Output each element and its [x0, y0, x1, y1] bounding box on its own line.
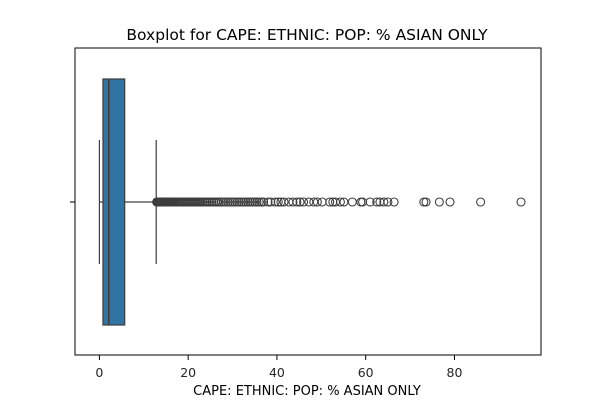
outlier-point	[259, 197, 269, 207]
iqr-box	[102, 78, 126, 326]
outlier-point	[516, 197, 526, 207]
x-axis-label: CAPE: ETHNIC: POP: % ASIAN ONLY	[193, 384, 421, 399]
outlier-point	[356, 197, 366, 207]
outlier-point	[239, 197, 249, 207]
outlier-point	[379, 197, 389, 207]
outlier-point	[241, 197, 251, 207]
outlier-point	[225, 197, 235, 207]
box-group	[98, 78, 157, 326]
outlier-group	[152, 197, 526, 207]
outlier-point	[228, 197, 238, 207]
outlier-point	[223, 197, 233, 207]
outlier-point	[476, 197, 486, 207]
x-tick-label: 80	[447, 365, 463, 380]
outlier-point	[421, 197, 431, 207]
outlier-point	[245, 197, 255, 207]
chart-title: Boxplot for CAPE: ETHNIC: POP: % ASIAN O…	[126, 26, 488, 44]
outlier-point	[347, 197, 357, 207]
outlier-point	[299, 197, 309, 207]
outlier-point	[372, 197, 382, 207]
outlier-point	[273, 197, 283, 207]
outlier-point	[445, 197, 455, 207]
outlier-point	[383, 197, 393, 207]
x-tick-label: 0	[95, 365, 103, 380]
outlier-point	[288, 197, 298, 207]
outlier-point	[252, 197, 262, 207]
outlier-point	[216, 197, 227, 207]
outlier-point	[214, 197, 224, 207]
x-axis-ticks: 0 20 40 60 80	[95, 355, 462, 380]
outlier-point	[292, 197, 302, 207]
x-tick-label: 20	[180, 365, 196, 380]
outlier-point	[335, 197, 345, 207]
outlier-point	[234, 197, 244, 207]
outlier-point	[263, 197, 273, 207]
x-tick-label: 40	[269, 365, 285, 380]
outlier-point	[295, 197, 305, 207]
outlier-point	[325, 197, 335, 207]
outlier-point	[243, 197, 253, 207]
outlier-point	[254, 197, 264, 207]
outlier-point	[236, 197, 246, 207]
outlier-point	[419, 197, 429, 207]
outlier-point	[219, 197, 229, 207]
outlier-point	[312, 197, 322, 207]
outlier-point	[230, 197, 240, 207]
outlier-point	[434, 197, 444, 207]
outlier-point	[247, 197, 258, 207]
outlier-point	[270, 197, 280, 207]
outlier-point	[256, 197, 266, 207]
outlier-point	[358, 197, 368, 207]
outlier-point	[389, 197, 399, 207]
x-tick-label: 60	[358, 365, 374, 380]
outlier-point	[221, 197, 231, 207]
outlier-point	[365, 197, 375, 207]
outlier-point	[250, 197, 260, 207]
outlier-point	[279, 197, 289, 207]
outlier-point	[317, 197, 327, 207]
outlier-point	[232, 197, 242, 207]
